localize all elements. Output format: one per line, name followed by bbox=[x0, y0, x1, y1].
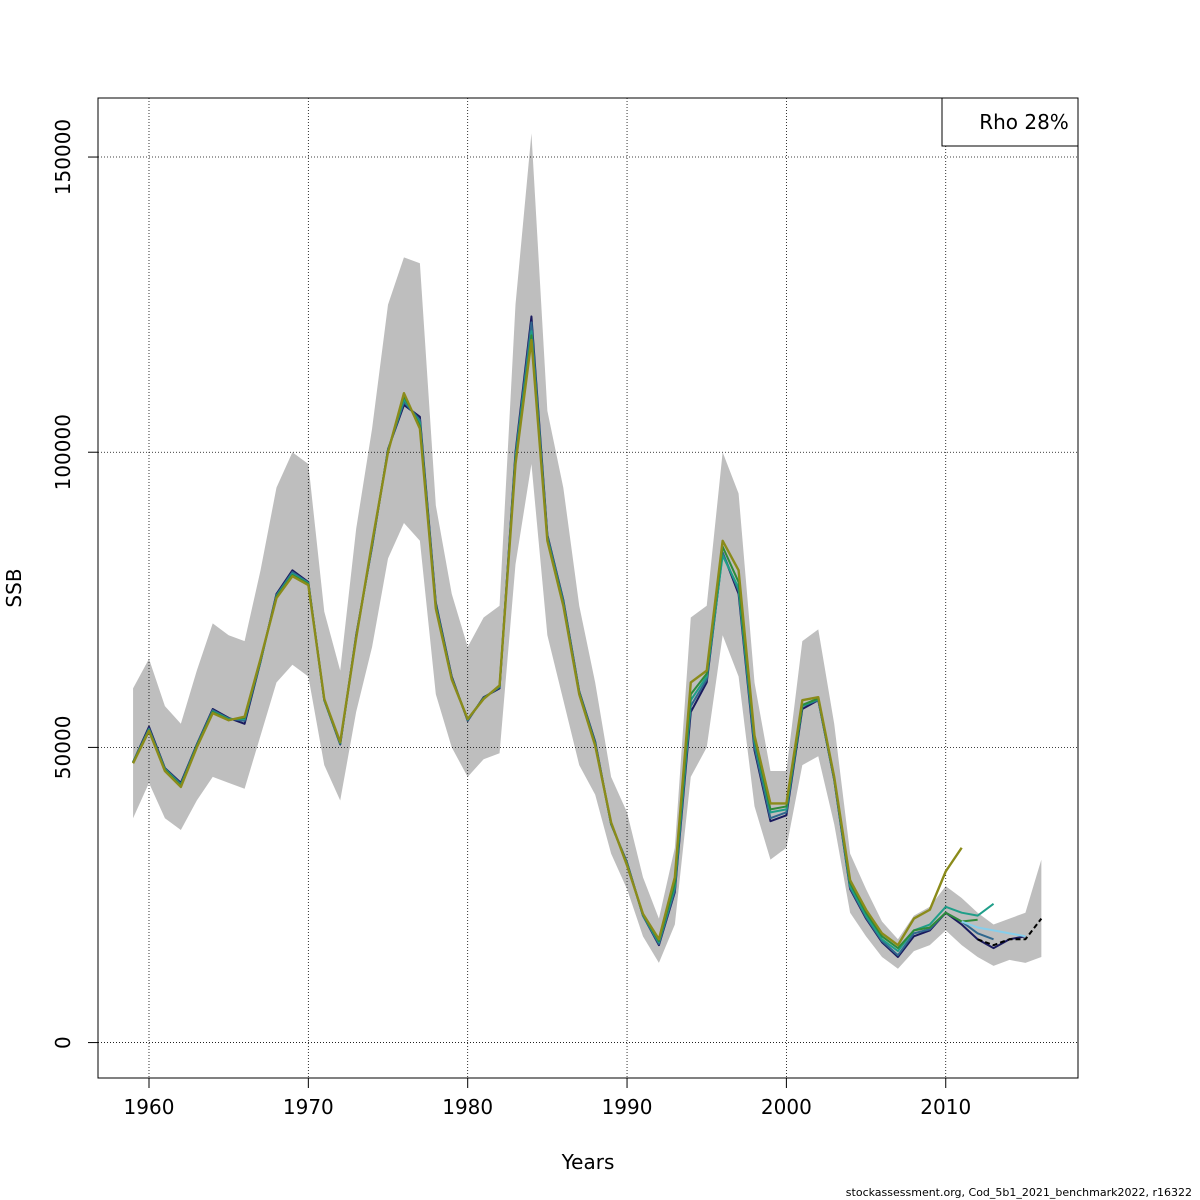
x-tick-label: 1970 bbox=[283, 1095, 334, 1119]
series-lines bbox=[131, 315, 1043, 958]
x-tick-label: 2010 bbox=[920, 1095, 971, 1119]
grid bbox=[98, 98, 1078, 1078]
legend-text: Rho 28% bbox=[979, 110, 1069, 134]
x-axis: 1960 1970 1980 1990 2000 2010 bbox=[124, 1078, 971, 1119]
x-tick-label: 2000 bbox=[761, 1095, 812, 1119]
confidence-band bbox=[133, 133, 1042, 969]
y-axis: 0 50000 100000 150000 bbox=[51, 119, 98, 1049]
x-tick-label: 1990 bbox=[602, 1095, 653, 1119]
x-tick-label: 1980 bbox=[442, 1095, 493, 1119]
series-line-7 bbox=[977, 917, 1043, 947]
y-axis-title: SSB bbox=[2, 568, 26, 607]
series-line-6 bbox=[961, 920, 1026, 938]
legend-box bbox=[941, 97, 1079, 147]
x-axis-title: Years bbox=[561, 1150, 615, 1174]
x-tick-label: 1960 bbox=[124, 1095, 175, 1119]
legend: Rho 28% bbox=[941, 97, 1079, 147]
y-tick-label: 100000 bbox=[51, 414, 75, 490]
plot-frame bbox=[97, 97, 1079, 1079]
series-line-5 bbox=[131, 338, 963, 947]
confidence-band-area bbox=[133, 133, 1042, 969]
y-tick-label: 0 bbox=[51, 1036, 75, 1049]
footer-credit: stockassessment.org, Cod_5b1_2021_benchm… bbox=[846, 1186, 1192, 1199]
y-tick-label: 150000 bbox=[51, 119, 75, 195]
y-tick-label: 50000 bbox=[51, 716, 75, 780]
